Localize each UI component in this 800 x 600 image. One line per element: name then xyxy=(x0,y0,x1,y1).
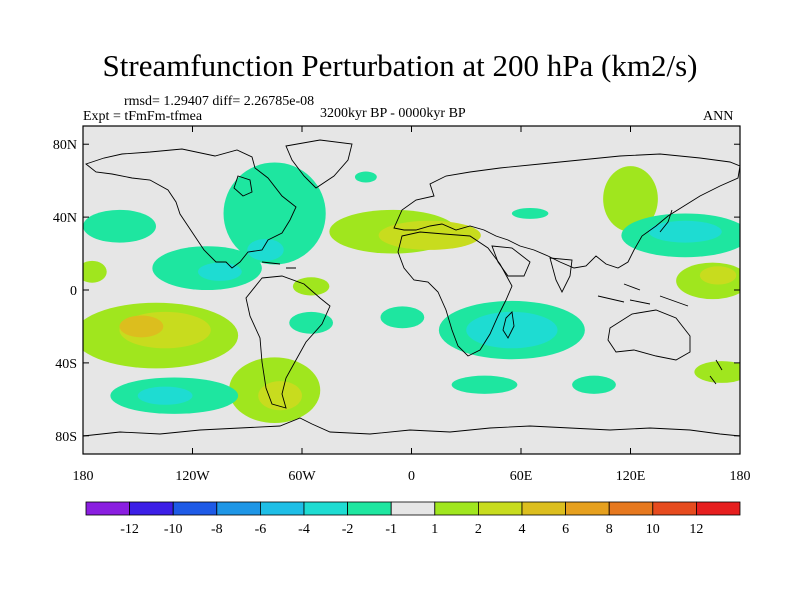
colorbar-label: 2 xyxy=(475,522,482,537)
coastline-africa xyxy=(397,231,513,357)
colorbar-swatch xyxy=(347,501,392,516)
anomaly-dateline-pos xyxy=(83,260,107,283)
colorbar-label: -4 xyxy=(298,522,310,537)
coastline-south-america xyxy=(245,275,331,409)
anomaly-s-atlantic-neg xyxy=(380,306,425,329)
y-tick-label: 80N xyxy=(53,138,77,153)
colorbar-swatch xyxy=(85,501,130,516)
season-label: ANN xyxy=(703,109,734,124)
anomaly-brazil-neg xyxy=(289,311,334,334)
coastline-eurasia xyxy=(393,153,740,269)
anomaly-s-indian-neg xyxy=(451,375,518,394)
anomaly-gulf-core xyxy=(247,238,284,261)
colorbar-swatch xyxy=(172,501,218,516)
anomaly-n-indian-neg xyxy=(511,208,549,219)
anomaly-s-america-pos-core xyxy=(258,381,302,411)
coastline-antarctica xyxy=(83,417,740,437)
y-tick-label: 0 xyxy=(70,284,77,299)
experiment-label: Expt = tFmFm-tfmea xyxy=(83,109,203,124)
colorbar-swatch xyxy=(565,501,610,516)
anomaly-fields xyxy=(83,162,740,424)
y-tick-label: 40S xyxy=(55,357,77,372)
colorbar-label: 6 xyxy=(562,522,569,537)
anomaly-sw-pacific-pos xyxy=(694,361,740,383)
anomaly-n-atlantic-neg xyxy=(223,162,326,265)
colorbar-label: -6 xyxy=(255,522,267,537)
colorbar-label: -2 xyxy=(342,522,354,537)
coastline-australia xyxy=(607,309,691,361)
y-tick-label: 40N xyxy=(53,211,77,226)
colorbar-label: 8 xyxy=(606,522,613,537)
anomaly-siberia-pos xyxy=(603,166,658,232)
anomaly-s-pacific-pos-core xyxy=(119,315,164,338)
coastline-hudson-bay xyxy=(233,175,253,197)
colorbar-swatch xyxy=(129,501,174,516)
colorbar-swatch xyxy=(477,501,523,516)
coastline-caribbean xyxy=(261,261,296,269)
coastline-north-america xyxy=(85,148,297,269)
colorbar-label: -8 xyxy=(211,522,223,537)
coastline-indonesia xyxy=(597,283,689,307)
anomaly-s-pacific-neg-core xyxy=(137,386,193,405)
anomaly-n-america-pos xyxy=(292,277,330,296)
plot-title: Streamfunction Perturbation at 200 hPa (… xyxy=(102,48,698,83)
colorbar-label: 12 xyxy=(689,522,703,537)
anomaly-greenland-neg xyxy=(354,171,377,183)
colorbar-label: 1 xyxy=(431,522,438,537)
colorbar-swatch xyxy=(521,501,566,516)
colorbar-swatch xyxy=(303,501,348,516)
anomaly-n-pacific-west-neg xyxy=(83,209,156,243)
colorbar-swatch xyxy=(434,501,479,516)
y-tick-label: 80S xyxy=(55,430,77,445)
coastline-japan xyxy=(659,209,673,233)
colorbar-label: 4 xyxy=(519,522,526,537)
colorbar-swatch xyxy=(652,501,697,516)
x-tick-label: 60E xyxy=(510,469,533,484)
coastline-arabia xyxy=(491,245,531,277)
x-tick-label: 0 xyxy=(408,469,415,484)
colorbar-swatch xyxy=(216,501,261,516)
colorbar: -12 -10 -8 -6 -4 -2 -1 1 2 4 6 8 10 12 xyxy=(85,501,741,537)
x-tick-label: 60W xyxy=(288,469,316,484)
colorbar-swatch xyxy=(608,501,654,516)
colorbar-swatch xyxy=(259,501,305,516)
coastlines xyxy=(83,139,740,437)
coastline-new-zealand xyxy=(709,359,723,385)
colorbar-label: -1 xyxy=(385,522,397,537)
colorbar-label: -10 xyxy=(164,522,183,537)
axes: 180 120W 60W 0 60E 120E 180 80N 40N 0 40S 80S xyxy=(53,126,751,484)
anomaly-nw-pacific-pos-core xyxy=(699,266,737,285)
colorbar-swatch xyxy=(390,501,436,516)
x-tick-label: 120E xyxy=(616,469,646,484)
x-tick-label: 180 xyxy=(73,469,94,484)
colorbar-label: -12 xyxy=(120,522,139,537)
period-label: 3200kyr BP - 0000kyr BP xyxy=(320,106,466,121)
anomaly-n-africa-pos xyxy=(378,220,481,250)
anomaly-w-pacific-core xyxy=(648,220,722,243)
coastline-madagascar xyxy=(502,311,515,339)
x-tick-label: 120W xyxy=(175,469,210,484)
anomaly-s-indian-neg2 xyxy=(572,375,616,394)
coastline-greenland xyxy=(285,139,353,189)
x-tick-label: 180 xyxy=(730,469,751,484)
colorbar-swatch xyxy=(696,501,741,516)
colorbar-label: 10 xyxy=(646,522,660,537)
coastline-india xyxy=(549,257,573,294)
stats-line: rmsd= 1.29407 diff= 2.26785e-08 xyxy=(124,94,315,109)
